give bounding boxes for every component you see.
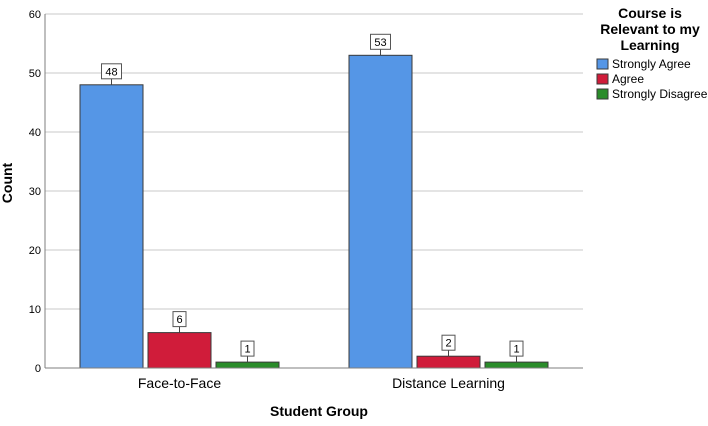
bar [215,361,280,369]
data-label: 48 [105,66,117,78]
data-label-box [101,63,122,80]
y-tick-label: 0 [35,363,41,375]
data-label: 2 [445,338,451,350]
axes [44,14,583,369]
y-tick-labels: 0 10 20 30 40 50 60 [29,9,41,375]
legend-swatch [596,58,609,70]
legend: Course is Relevant to my Learning Strong… [596,5,708,101]
data-label: 1 [244,344,250,356]
x-axis-title: Student Group [270,403,368,419]
x-category-label: Face-to-Face [138,375,221,391]
data-label-box [240,340,255,357]
y-tick-label: 30 [29,186,41,198]
bars [79,54,549,369]
bar [79,84,144,369]
legend-title-line-2: Relevant to my [600,21,700,37]
bar [484,361,549,369]
y-tick-label: 20 [29,245,41,257]
legend-label: Strongly Disagree [612,87,708,101]
x-category-labels: Face-to-Face Distance Learning [138,375,505,391]
data-label-box [509,340,524,357]
legend-label: Agree [612,72,644,86]
bar [348,54,413,369]
data-label-box [172,311,187,328]
data-label: 53 [374,37,386,49]
legend-title-line-3: Learning [620,37,679,53]
y-tick-label: 50 [29,68,41,80]
bar [147,332,212,369]
y-axis-title: Count [0,162,15,203]
legend-title-line-1: Course is [618,5,682,21]
legend-swatch [596,88,609,100]
data-labels: 48 6 1 53 2 1 [101,33,524,363]
data-label-box [370,33,391,50]
bar [416,355,481,369]
legend-swatch [596,73,609,85]
y-tick-label: 40 [29,127,41,139]
data-label: 6 [176,314,182,326]
y-tick-label: 60 [29,9,41,21]
x-category-label: Distance Learning [392,375,505,391]
data-label: 1 [513,344,519,356]
legend-label: Strongly Agree [612,57,691,71]
y-tick-label: 10 [29,304,41,316]
data-label-box [441,334,456,351]
